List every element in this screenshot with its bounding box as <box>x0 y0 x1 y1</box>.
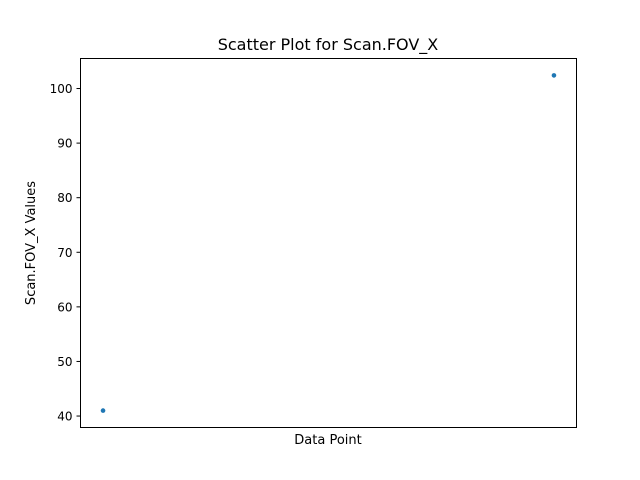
y-tick-label: 100 <box>50 82 73 96</box>
y-tick-label: 80 <box>57 191 72 205</box>
y-tick-label: 60 <box>57 300 72 314</box>
y-tick-label: 40 <box>57 410 72 424</box>
data-point <box>551 73 557 78</box>
plot-frame <box>80 58 577 428</box>
x-axis-label: Data Point <box>294 433 361 448</box>
y-axis-ticks: 40 50 60 70 80 90 100 <box>50 82 81 424</box>
y-tick-label: 70 <box>57 246 72 260</box>
y-tick-label: 50 <box>57 355 72 369</box>
data-point <box>100 408 106 413</box>
y-tick-label: 90 <box>57 137 72 151</box>
chart-title: Scatter Plot for Scan.FOV_X <box>218 35 439 55</box>
data-points <box>100 73 557 413</box>
y-axis-label: Scan.FOV_X Values <box>24 181 39 305</box>
